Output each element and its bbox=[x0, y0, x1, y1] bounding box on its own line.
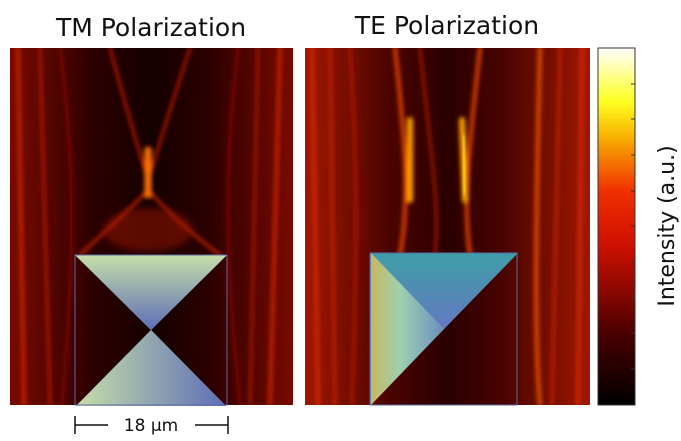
colorbar-label: Intensity (a.u.) bbox=[655, 145, 680, 306]
colorbar bbox=[598, 48, 635, 405]
panel-title: TM Polarization bbox=[55, 13, 246, 42]
figure: TM Polarization TE Polarization bbox=[0, 0, 681, 441]
panel-title: TE Polarization bbox=[354, 11, 539, 40]
scale-bar-label: 18 μm bbox=[124, 416, 178, 436]
te-intensity-map bbox=[305, 48, 590, 405]
